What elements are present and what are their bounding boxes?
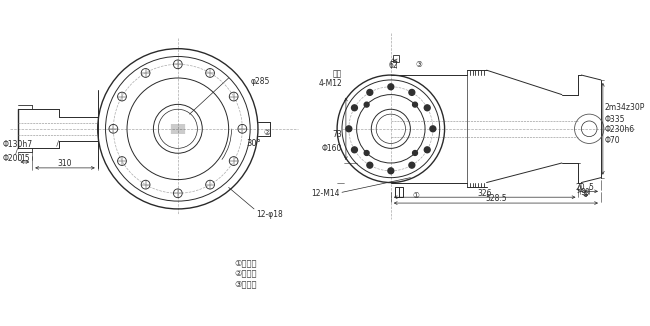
- Text: Φ335: Φ335: [605, 114, 625, 124]
- Text: 310: 310: [58, 159, 72, 169]
- Text: ③放油孔: ③放油孔: [235, 280, 257, 289]
- Text: 12-M14: 12-M14: [311, 189, 339, 198]
- Text: ③: ③: [415, 60, 422, 69]
- Circle shape: [364, 151, 369, 156]
- Circle shape: [409, 162, 415, 168]
- Circle shape: [424, 105, 430, 111]
- Circle shape: [409, 89, 415, 95]
- Bar: [395, 187, 402, 197]
- Text: Φ160: Φ160: [322, 144, 342, 153]
- Text: ①: ①: [412, 191, 419, 200]
- Circle shape: [430, 126, 436, 132]
- Circle shape: [367, 162, 372, 168]
- Text: Φ70: Φ70: [605, 136, 621, 145]
- Text: Φ200: Φ200: [3, 154, 23, 163]
- Bar: [393, 54, 398, 62]
- Text: ②: ②: [264, 128, 270, 137]
- Text: 528.5: 528.5: [485, 194, 507, 203]
- Circle shape: [352, 147, 358, 153]
- Circle shape: [413, 102, 417, 107]
- Text: 5: 5: [589, 183, 593, 192]
- Text: 90: 90: [581, 188, 591, 197]
- Text: ②油位塞: ②油位塞: [235, 269, 257, 278]
- Text: 30°: 30°: [246, 139, 261, 148]
- Circle shape: [352, 105, 358, 111]
- Text: 2m34z30P: 2m34z30P: [605, 103, 645, 112]
- Text: 62: 62: [389, 61, 398, 70]
- Text: 20: 20: [575, 183, 585, 192]
- Circle shape: [367, 89, 372, 95]
- Text: φ285: φ285: [250, 77, 270, 86]
- Text: Φ230h6: Φ230h6: [605, 125, 635, 134]
- Circle shape: [346, 126, 352, 132]
- Text: Φ130h7: Φ130h7: [3, 140, 33, 149]
- Text: 15: 15: [20, 154, 30, 163]
- Circle shape: [364, 102, 369, 107]
- Text: 326: 326: [477, 189, 492, 198]
- Text: 4-M12: 4-M12: [318, 79, 342, 88]
- Circle shape: [388, 168, 394, 174]
- Circle shape: [388, 84, 394, 90]
- Text: 73: 73: [332, 130, 342, 139]
- Text: 攻穿: 攻穿: [333, 69, 342, 79]
- Text: ①透气孔: ①透气孔: [235, 258, 257, 267]
- Text: 12-φ18: 12-φ18: [256, 210, 283, 219]
- Circle shape: [424, 147, 430, 153]
- Circle shape: [413, 151, 417, 156]
